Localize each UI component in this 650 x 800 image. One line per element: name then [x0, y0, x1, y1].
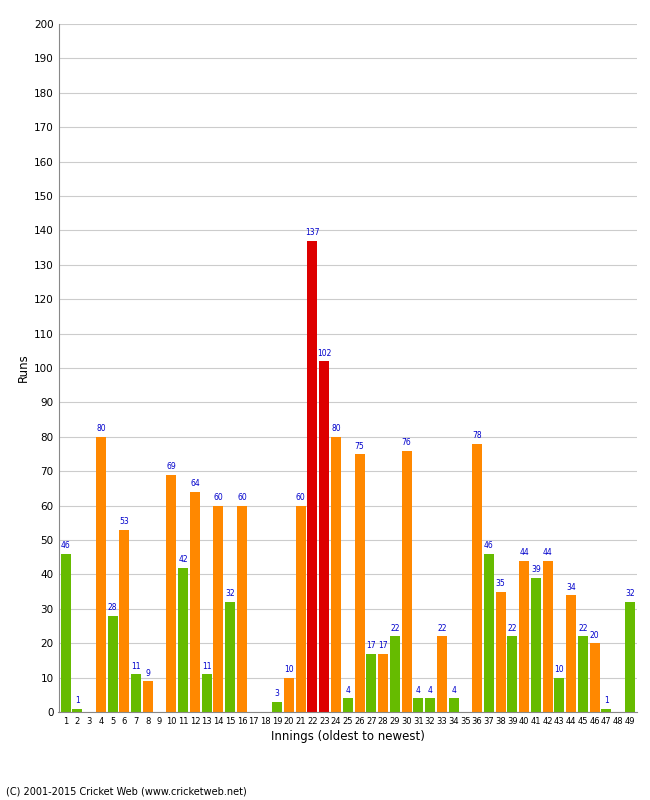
Text: 9: 9: [146, 669, 150, 678]
Bar: [495, 592, 506, 712]
Text: 53: 53: [120, 518, 129, 526]
Text: 60: 60: [214, 493, 224, 502]
Bar: [566, 595, 576, 712]
Bar: [190, 492, 200, 712]
Bar: [96, 437, 106, 712]
Text: 42: 42: [178, 555, 188, 564]
Bar: [307, 241, 317, 712]
Bar: [437, 636, 447, 712]
Bar: [225, 602, 235, 712]
Text: 46: 46: [60, 542, 70, 550]
Bar: [413, 698, 423, 712]
Text: 22: 22: [508, 624, 517, 633]
Bar: [296, 506, 306, 712]
Text: 80: 80: [96, 424, 106, 434]
Text: 4: 4: [451, 686, 456, 694]
Text: 4: 4: [428, 686, 432, 694]
Text: 32: 32: [625, 590, 635, 598]
Bar: [543, 561, 552, 712]
Text: 102: 102: [317, 349, 332, 358]
Bar: [354, 454, 365, 712]
Bar: [202, 674, 212, 712]
Bar: [108, 616, 118, 712]
Bar: [331, 437, 341, 712]
Text: 10: 10: [284, 665, 294, 674]
Bar: [601, 709, 612, 712]
Text: 1: 1: [604, 696, 609, 705]
Bar: [554, 678, 564, 712]
Text: 44: 44: [519, 548, 529, 557]
Text: 137: 137: [306, 228, 320, 238]
Bar: [319, 361, 330, 712]
Text: 60: 60: [296, 493, 306, 502]
Text: 39: 39: [531, 566, 541, 574]
Text: 4: 4: [416, 686, 421, 694]
Bar: [625, 602, 635, 712]
Text: 32: 32: [226, 590, 235, 598]
Bar: [213, 506, 224, 712]
Text: 34: 34: [566, 582, 576, 592]
Text: 78: 78: [473, 431, 482, 440]
Bar: [131, 674, 141, 712]
Bar: [484, 554, 494, 712]
Text: 10: 10: [554, 665, 564, 674]
Text: 35: 35: [496, 579, 506, 588]
Text: 17: 17: [378, 641, 388, 650]
X-axis label: Innings (oldest to newest): Innings (oldest to newest): [271, 730, 424, 743]
Bar: [378, 654, 388, 712]
Text: 3: 3: [275, 690, 280, 698]
Text: 11: 11: [202, 662, 211, 670]
Bar: [60, 554, 71, 712]
Text: 22: 22: [390, 624, 400, 633]
Bar: [472, 444, 482, 712]
Text: 44: 44: [543, 548, 552, 557]
Text: 22: 22: [437, 624, 447, 633]
Text: 69: 69: [166, 462, 176, 471]
Bar: [425, 698, 435, 712]
Bar: [519, 561, 529, 712]
Bar: [237, 506, 247, 712]
Text: 20: 20: [590, 630, 599, 640]
Bar: [272, 702, 282, 712]
Text: (C) 2001-2015 Cricket Web (www.cricketweb.net): (C) 2001-2015 Cricket Web (www.cricketwe…: [6, 786, 247, 796]
Text: 60: 60: [237, 493, 247, 502]
Bar: [72, 709, 83, 712]
Bar: [343, 698, 353, 712]
Text: 11: 11: [131, 662, 141, 670]
Text: 80: 80: [332, 424, 341, 434]
Y-axis label: Runs: Runs: [17, 354, 30, 382]
Bar: [531, 578, 541, 712]
Bar: [578, 636, 588, 712]
Bar: [284, 678, 294, 712]
Text: 28: 28: [108, 603, 118, 612]
Bar: [390, 636, 400, 712]
Bar: [366, 654, 376, 712]
Text: 22: 22: [578, 624, 588, 633]
Bar: [166, 474, 176, 712]
Text: 17: 17: [367, 641, 376, 650]
Bar: [508, 636, 517, 712]
Text: 76: 76: [402, 438, 411, 447]
Bar: [590, 643, 600, 712]
Bar: [120, 530, 129, 712]
Bar: [448, 698, 458, 712]
Text: 46: 46: [484, 542, 494, 550]
Text: 64: 64: [190, 479, 200, 488]
Text: 1: 1: [75, 696, 80, 705]
Text: 75: 75: [355, 442, 365, 450]
Bar: [178, 567, 188, 712]
Bar: [143, 681, 153, 712]
Bar: [402, 450, 411, 712]
Text: 4: 4: [345, 686, 350, 694]
